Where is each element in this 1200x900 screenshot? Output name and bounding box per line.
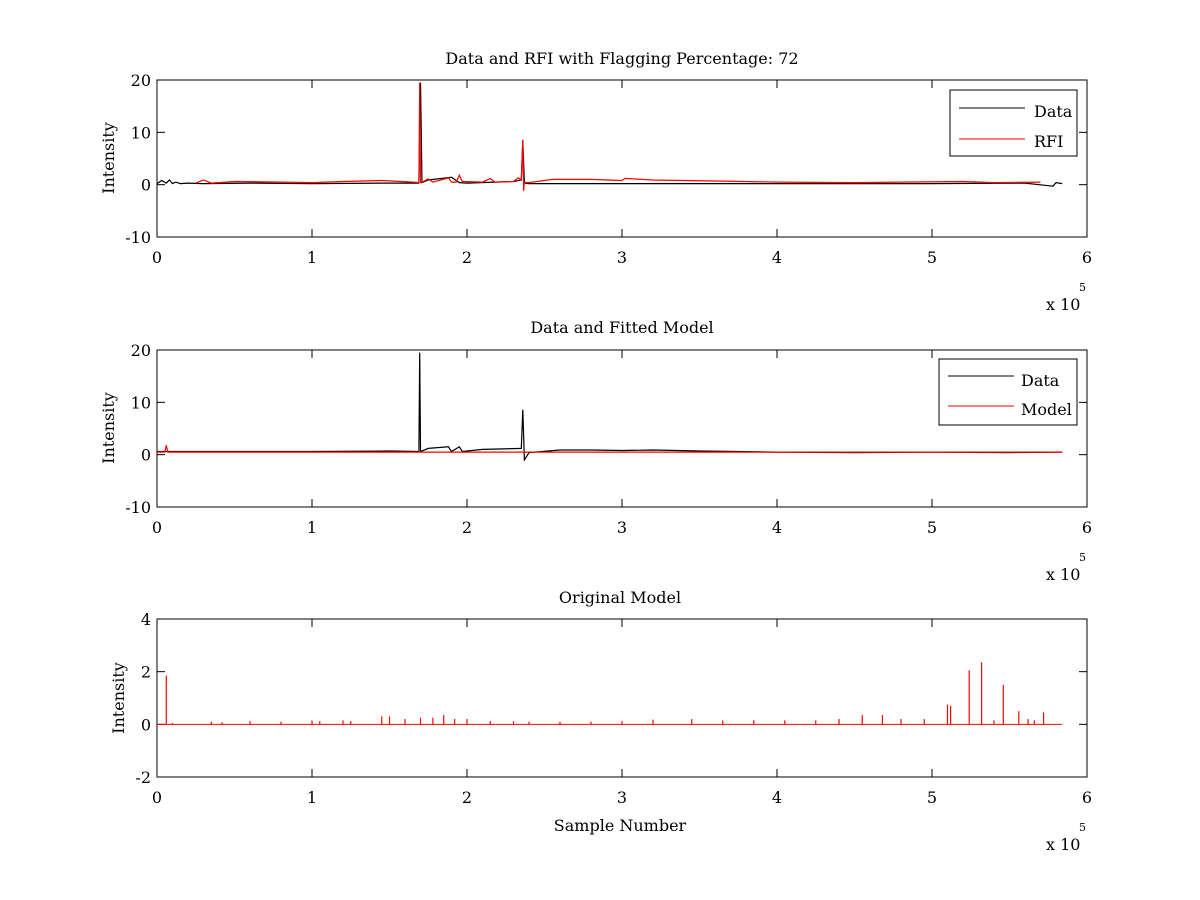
legend-box — [938, 358, 1078, 426]
x-exponent: x 10 — [1046, 565, 1080, 584]
x-tick-label: 0 — [152, 518, 162, 537]
x-tick-label: 1 — [307, 248, 317, 267]
y-axis-label: Intensity — [99, 122, 118, 194]
x-tick-label: 1 — [307, 788, 317, 807]
x-tick-label: 2 — [462, 518, 472, 537]
legend: Data RFI — [949, 89, 1078, 157]
y-axis-label: Intensity — [99, 392, 118, 464]
panel-title: Data and Fitted Model — [530, 318, 713, 337]
series-line-model — [157, 445, 1063, 453]
x-tick-label: 3 — [617, 248, 627, 267]
series-line-rfi — [195, 82, 1041, 191]
x-tick-label: 6 — [1082, 248, 1092, 267]
x-tick-label: 6 — [1082, 518, 1092, 537]
y-tick-label: -10 — [125, 228, 151, 247]
y-tick-label: -10 — [125, 498, 151, 517]
legend: Data Model — [938, 358, 1078, 426]
x-tick-label: 4 — [772, 518, 782, 537]
panel-model-fit: Data and Fitted Model Intensity 0 1 2 3 4 5 6 -… — [99, 318, 1092, 584]
x-exponent-power: 5 — [1079, 281, 1086, 294]
legend-label-rfi: RFI — [1034, 132, 1063, 151]
y-tick-label: -2 — [135, 768, 151, 787]
x-exponent: x 10 — [1046, 295, 1080, 314]
panel-rfi: Data and RFI with Flagging Percentage: 7… — [99, 49, 1092, 314]
x-tick-label: 1 — [307, 518, 317, 537]
legend-label-data: Data — [1021, 371, 1060, 390]
y-tick-label: 4 — [141, 610, 151, 629]
legend-box — [949, 89, 1078, 157]
legend-label-data: Data — [1034, 102, 1073, 121]
legend-label-model: Model — [1021, 400, 1072, 419]
series-line-data — [156, 82, 1063, 187]
x-tick-label: 3 — [617, 518, 627, 537]
x-tick-label: 2 — [462, 788, 472, 807]
x-tick-label: 5 — [927, 248, 937, 267]
x-axis-label: Sample Number — [554, 816, 687, 835]
panel-title: Data and RFI with Flagging Percentage: 7… — [445, 49, 798, 68]
x-exponent-power: 5 — [1079, 551, 1086, 564]
x-tick-label: 3 — [617, 788, 627, 807]
x-tick-label: 0 — [152, 788, 162, 807]
y-tick-label: 2 — [141, 663, 151, 682]
x-tick-label: 0 — [152, 248, 162, 267]
y-tick-label: 20 — [131, 71, 151, 90]
y-axis-label: Intensity — [109, 662, 128, 734]
x-exponent: x 10 — [1046, 835, 1080, 854]
x-tick-label: 5 — [927, 788, 937, 807]
x-tick-label: 2 — [462, 248, 472, 267]
x-tick-label: 4 — [772, 248, 782, 267]
x-tick-label: 4 — [772, 788, 782, 807]
x-exponent-power: 5 — [1079, 821, 1086, 834]
y-tick-label: 10 — [131, 123, 151, 142]
y-tick-label: 20 — [131, 341, 151, 360]
y-tick-label: 0 — [141, 446, 151, 465]
x-tick-label: 5 — [927, 518, 937, 537]
x-tick-label: 6 — [1082, 788, 1092, 807]
y-tick-label: 0 — [141, 176, 151, 195]
panel-title: Original Model — [559, 588, 681, 607]
y-tick-label: 10 — [131, 393, 151, 412]
y-tick-label: 0 — [141, 715, 151, 734]
